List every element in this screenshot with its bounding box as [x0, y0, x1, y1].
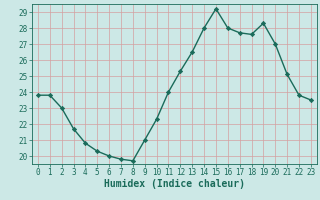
X-axis label: Humidex (Indice chaleur): Humidex (Indice chaleur) [104, 179, 245, 189]
